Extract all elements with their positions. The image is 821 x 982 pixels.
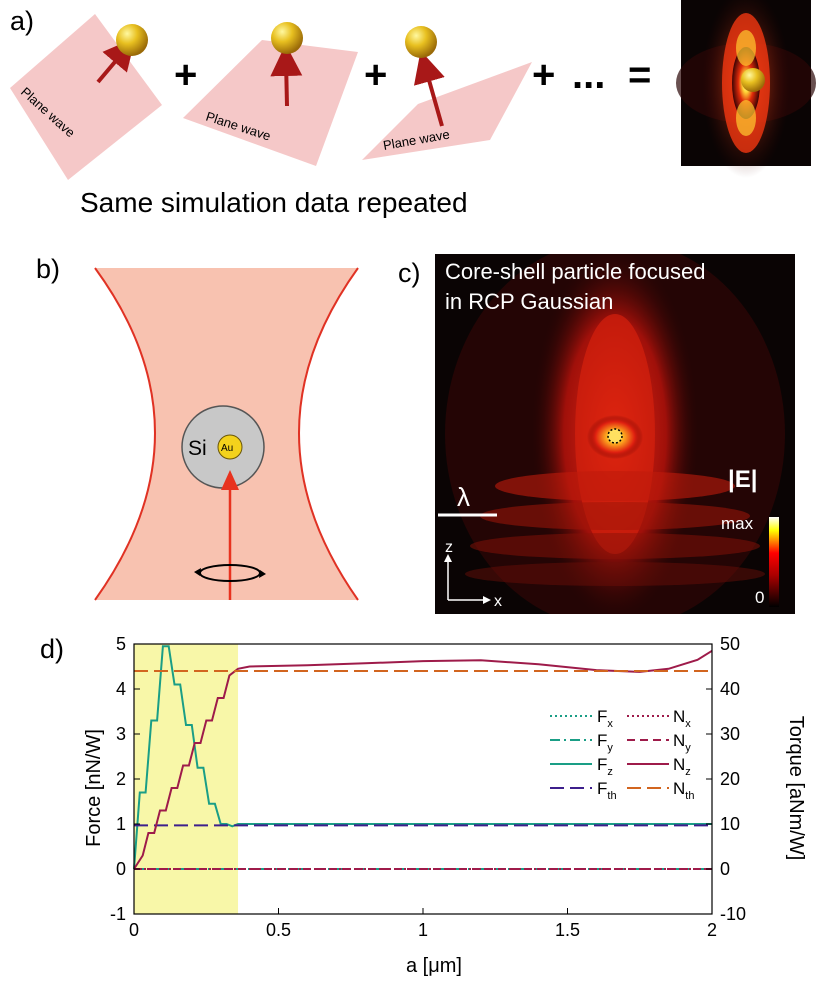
y-right-tick-label: -10 <box>720 904 746 924</box>
x-tick-label: 1.5 <box>555 920 580 940</box>
panel-a-label: a) <box>10 6 35 36</box>
op-plus-3: + <box>532 53 555 97</box>
y-right-tick-label: 20 <box>720 769 740 789</box>
x-axis-label: a [μm] <box>406 955 462 977</box>
y-left-tick-label: 1 <box>116 814 126 834</box>
panel-d-label: d) <box>40 634 65 664</box>
panel-c-label: c) <box>398 258 421 288</box>
y-left-tick-label: 4 <box>116 679 126 699</box>
y-right-tick-label: 10 <box>720 814 740 834</box>
colorbar <box>769 517 779 607</box>
axis-x-label: x <box>494 593 502 610</box>
legend-label-n-x: Nx <box>673 707 691 730</box>
axis-indicator <box>444 554 491 604</box>
field-result-image <box>676 0 816 178</box>
legend-label-f-z: Fz <box>597 755 613 778</box>
y-axis-right-label: Torque [aNm/W] <box>785 716 807 860</box>
x-tick-label: 0.5 <box>266 920 291 940</box>
panel-a-caption: Same simulation data repeated <box>80 187 468 218</box>
legend-label-f-y: Fy <box>597 731 613 754</box>
op-equals: = <box>628 53 651 97</box>
x-tick-label: 1 <box>418 920 428 940</box>
panel-a-diagram: Plane wave + Plane wave + Plane wave + .… <box>10 0 816 218</box>
circular-polarization-icon <box>194 564 266 582</box>
y-right-tick-label: 0 <box>720 859 730 879</box>
gold-core <box>217 434 243 460</box>
x-tick-label: 2 <box>707 920 717 940</box>
y-right-tick-label: 40 <box>720 679 740 699</box>
panel-c-field-map: Core-shell particle focused in RCP Gauss… <box>435 254 795 614</box>
k-arrow-2 <box>270 44 303 107</box>
axis-z-label: z <box>445 539 453 556</box>
field-title-line2: in RCP Gaussian <box>445 289 613 314</box>
y-right-tick-label: 50 <box>720 634 740 654</box>
k-arrow-3 <box>413 50 445 127</box>
y-left-tick-label: 2 <box>116 769 126 789</box>
particle-3 <box>405 26 437 58</box>
y-right-tick-label: 30 <box>720 724 740 744</box>
shell-label: Si <box>188 437 207 460</box>
field-title-line1: Core-shell particle focused <box>445 259 705 284</box>
particle-1 <box>116 24 148 56</box>
legend-label-n-th: Nth <box>673 779 694 802</box>
op-plus-1: + <box>174 53 197 97</box>
x-tick-label: 0 <box>129 920 139 940</box>
plane-wave-3 <box>362 62 532 160</box>
particle-outline <box>607 428 623 444</box>
series-line-f-z <box>133 645 712 870</box>
y-left-tick-label: -1 <box>110 904 126 924</box>
legend-label-f-x: Fx <box>597 707 613 730</box>
legend-label-n-z: Nz <box>673 755 691 778</box>
field-magnitude-label: |E| <box>728 466 757 493</box>
propagation-arrowhead <box>221 470 239 490</box>
beam-edge-left <box>94 267 156 601</box>
core-label: Au <box>221 443 233 454</box>
panel-b-diagram: Si Au <box>94 267 359 601</box>
wavelength-label: λ <box>457 482 470 512</box>
op-plus-2: + <box>364 53 387 97</box>
y-left-tick-label: 5 <box>116 634 126 654</box>
colorbar-max-label: max <box>721 514 754 533</box>
legend-label-f-th: Fth <box>597 779 617 802</box>
panel-b-label: b) <box>36 254 61 284</box>
k-arrow-1 <box>96 37 136 84</box>
beam-edge-right <box>298 267 359 601</box>
colorbar-min-label: 0 <box>755 588 764 607</box>
particle-2 <box>271 22 303 54</box>
legend-label-n-y: Ny <box>673 731 691 754</box>
y-axis-left-label: Force [nN/W] <box>83 729 105 847</box>
y-left-tick-label: 3 <box>116 724 126 744</box>
highlight-region <box>134 644 239 914</box>
y-left-tick-label: 0 <box>116 859 126 879</box>
op-ellipsis: ... <box>572 53 605 97</box>
series-line-n-z <box>133 649 713 870</box>
plane-wave-2 <box>183 40 358 166</box>
